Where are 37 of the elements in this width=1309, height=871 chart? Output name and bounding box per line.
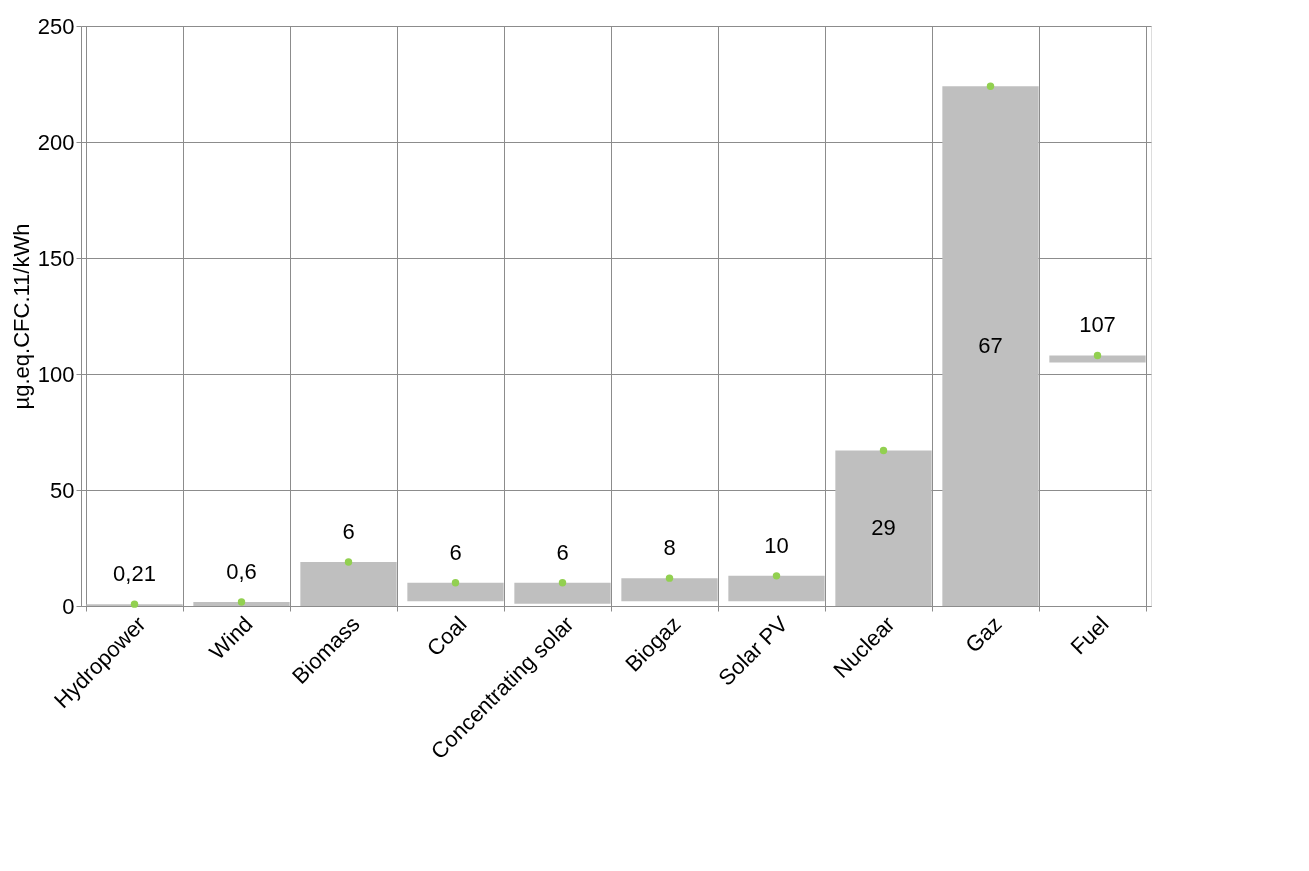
point [237, 598, 246, 606]
y-tick-label: 250 [37, 13, 75, 39]
annotation: 6 [449, 539, 462, 565]
point [665, 574, 674, 582]
point [558, 579, 567, 587]
point [879, 446, 888, 455]
bar [407, 582, 504, 602]
bar [193, 602, 290, 606]
y-tick-label: 50 [50, 477, 75, 503]
annotation: 0,21 [113, 561, 156, 587]
bar [300, 561, 397, 606]
annotation: 6 [556, 539, 569, 565]
bar [621, 578, 718, 602]
annotation: 8 [663, 535, 676, 561]
y-axis-title: µg.eq.CFC.11/kWh [8, 223, 34, 410]
y-tick-label: 0 [62, 593, 75, 619]
annotation: 107 [1079, 312, 1116, 338]
point [130, 600, 139, 608]
annotation: 10 [764, 532, 789, 558]
bar [514, 582, 611, 604]
bar [1049, 355, 1146, 363]
annotation: 6 [342, 518, 355, 544]
point [451, 579, 460, 587]
x-tick-label: Gaz [960, 611, 1007, 658]
y-tick-label: 150 [37, 245, 75, 271]
point [986, 82, 995, 91]
annotation: 67 [978, 333, 1003, 359]
bar [835, 450, 932, 606]
annotation: 29 [871, 515, 896, 541]
annotation: 0,6 [226, 559, 257, 585]
point [772, 572, 781, 580]
point [1093, 351, 1102, 360]
y-tick-label: 100 [37, 361, 75, 387]
y-tick-label: 200 [37, 129, 75, 155]
bar [728, 575, 825, 602]
point [344, 558, 353, 566]
bar [942, 86, 1039, 606]
